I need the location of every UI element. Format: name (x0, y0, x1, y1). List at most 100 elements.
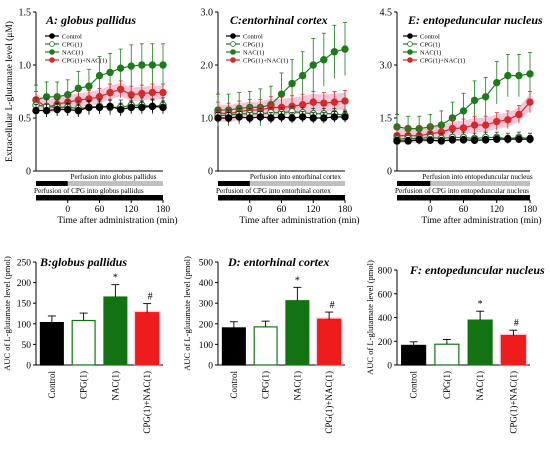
bar (285, 300, 310, 366)
data-point (470, 96, 479, 105)
category-label: CPG(1) (442, 371, 452, 399)
cpg-perfusion-bar (36, 195, 163, 200)
bar (317, 318, 342, 366)
data-point (415, 136, 423, 144)
y-axis-label: Extracellular L-glutamate level (μM) (4, 21, 15, 162)
x-tick-label: 180 (338, 205, 353, 215)
x-tick-label: 120 (490, 205, 505, 215)
y-tick-label: 400 (378, 314, 393, 324)
data-point (277, 113, 286, 121)
y-tick-label: 2.0 (201, 61, 214, 72)
data-point (148, 61, 157, 69)
bar (401, 344, 427, 366)
data-point (393, 137, 401, 145)
bar-panel-3: 0 50 100 150 200 250 B:globus pallidus AUC of L… (2, 255, 163, 434)
y-tick-label: 1.5 (380, 114, 393, 125)
data-point (85, 82, 93, 90)
line-panel-0: 00.51.01.5 A: globus pallidusControlCPG(1… (4, 8, 178, 227)
data-point (309, 98, 317, 106)
x-tick-label: 0 (247, 205, 252, 215)
data-point (116, 105, 125, 114)
data-point (127, 62, 135, 70)
data-point (404, 137, 412, 145)
category-label: Control (409, 371, 419, 399)
y-tick-label: 150 (17, 300, 32, 310)
data-point (481, 121, 490, 129)
data-point (426, 136, 434, 144)
legend-label: CPG(1)+NAC(1) (62, 58, 107, 65)
data-point (159, 103, 167, 112)
legend-label: CPG(1) (62, 42, 82, 49)
data-point (106, 68, 114, 77)
category-label: Control (229, 371, 239, 399)
y-tick-label: 0.5 (19, 114, 32, 125)
legend-swatch-marker (230, 41, 236, 47)
data-point (504, 71, 512, 80)
y-tick-label: 3.0 (201, 8, 214, 19)
legend-swatch-marker (407, 57, 413, 63)
data-point (330, 98, 339, 106)
x-axis-label: Time after administration (min) (421, 215, 541, 226)
data-point (148, 102, 157, 111)
data-point (288, 114, 296, 122)
category-label: CPG(1) (261, 371, 271, 399)
y-axis-label: AUC of L-glutamate level (pmol) (2, 256, 12, 371)
data-point (256, 113, 265, 121)
data-point (214, 114, 222, 122)
panel-title: A: globus pallidus (45, 13, 136, 27)
cpg-perfusion-label: Perfusion of CPG into entorhinal cortex (216, 187, 331, 195)
data-point (504, 135, 512, 143)
y-tick-label: 4.5 (380, 8, 393, 19)
y-axis-label: AUC of L-glutamate level (pmol) (365, 260, 375, 375)
cpg-perfusion-label: Perfusion of CPG into entopeduncular nuc… (395, 187, 529, 195)
data-point (159, 88, 167, 97)
data-point (298, 101, 307, 109)
x-tick-label: 60 (277, 205, 287, 215)
y-tick-label: 500 (199, 259, 214, 269)
data-point (515, 110, 523, 119)
legend-label: Control (243, 34, 263, 41)
data-point (85, 103, 93, 112)
legend-swatch-marker (49, 49, 55, 55)
bar (467, 319, 493, 366)
data-point (493, 117, 501, 126)
y-tick-label: 0 (208, 362, 213, 372)
data-point (330, 113, 339, 121)
data-point (106, 102, 114, 111)
x-axis-label: Time after administration (min) (57, 215, 177, 226)
data-point (64, 105, 72, 114)
y-tick-label: 800 (378, 267, 393, 277)
data-point (459, 124, 468, 132)
perfusion-bar-nac (249, 181, 345, 186)
data-point (159, 61, 167, 69)
panel-title: D: entorhinal cortex (227, 255, 329, 269)
bar (500, 334, 526, 366)
legend-label: NAC(1) (243, 50, 264, 57)
data-point (224, 114, 233, 122)
data-point (493, 135, 501, 143)
category-label: CPG(1) (79, 371, 89, 399)
data-point (127, 90, 135, 99)
data-point (341, 113, 349, 121)
cpg-perfusion-bar (397, 195, 530, 200)
legend-label: CPG(1) (243, 42, 263, 49)
data-point (267, 114, 275, 122)
category-label: Control (47, 371, 57, 399)
data-point (138, 89, 146, 98)
data-point (74, 106, 83, 115)
panel-title: C:entorhinal cortex (230, 13, 328, 27)
y-tick-label: 300 (199, 300, 214, 310)
data-point (515, 71, 523, 80)
data-point (493, 78, 501, 87)
x-tick-label: 0 (428, 205, 433, 215)
data-point (320, 114, 328, 122)
data-point (32, 106, 40, 115)
data-point (481, 136, 490, 144)
perfusion-label: Perfusion into globus pallidus (70, 173, 156, 181)
bar (135, 312, 160, 366)
data-point (95, 103, 104, 112)
perfusion-label: Perfusion into entopeduncular nucleus (422, 173, 533, 181)
data-point (309, 61, 317, 69)
legend-label: NAC(1) (62, 50, 83, 57)
